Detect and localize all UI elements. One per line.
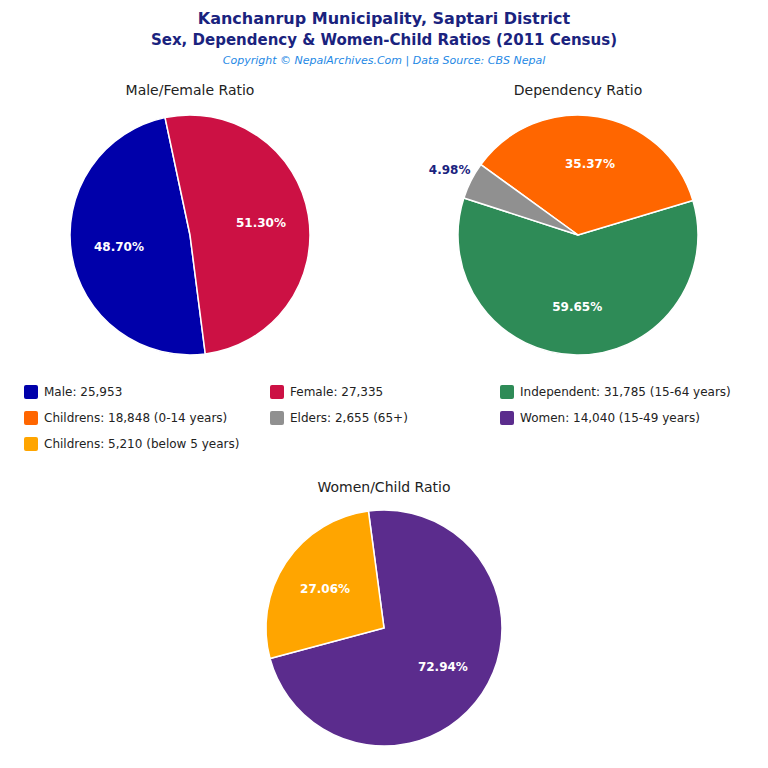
legend: Male: 25,953 Female: 27,335 Independent: 3… xyxy=(24,385,731,451)
data-label: 4.98% xyxy=(429,163,471,177)
legend-swatch xyxy=(270,411,284,425)
data-label: 35.37% xyxy=(565,157,615,171)
data-label: 48.70% xyxy=(94,240,144,254)
legend-label: Elders: 2,655 (65+) xyxy=(290,411,408,425)
pie-title: Women/Child Ratio xyxy=(317,479,450,495)
legend-label: Independent: 31,785 (15-64 years) xyxy=(520,385,731,399)
pie-chart: Women/Child Ratio xyxy=(266,479,502,746)
legend-label: Childrens: 5,210 (below 5 years) xyxy=(44,437,239,451)
legend-swatch xyxy=(500,385,514,399)
legend-swatch xyxy=(500,411,514,425)
pie-slice xyxy=(464,165,578,235)
legend-swatch xyxy=(24,411,38,425)
legend-label: Male: 25,953 xyxy=(44,385,122,399)
chart-root: Kanchanrup Municipality, Saptari Distric… xyxy=(0,0,768,768)
pie-chart: Male/Female Ratio xyxy=(70,82,310,355)
data-label: 27.06% xyxy=(300,582,350,596)
pie-slice xyxy=(481,115,693,235)
legend-swatch xyxy=(24,385,38,399)
legend-label: Female: 27,335 xyxy=(290,385,383,399)
pie-title: Dependency Ratio xyxy=(514,82,643,98)
subtitle: Sex, Dependency & Women-Child Ratios (20… xyxy=(151,31,617,49)
pie-chart: Dependency Ratio xyxy=(458,82,698,355)
legend-swatch xyxy=(24,437,38,451)
annotation: Copyright © NepalArchives.Com | Data Sou… xyxy=(223,54,545,67)
legend-swatch xyxy=(270,385,284,399)
pie-title: Male/Female Ratio xyxy=(126,82,255,98)
legend-label: Childrens: 18,848 (0-14 years) xyxy=(44,411,227,425)
data-label: 51.30% xyxy=(236,216,286,230)
data-label: 59.65% xyxy=(552,300,602,314)
pie-slice xyxy=(266,511,384,659)
data-label: 72.94% xyxy=(418,660,468,674)
legend-label: Women: 14,040 (15-49 years) xyxy=(520,411,700,425)
pie-slice xyxy=(165,115,310,354)
title: Kanchanrup Municipality, Saptari Distric… xyxy=(198,9,571,28)
